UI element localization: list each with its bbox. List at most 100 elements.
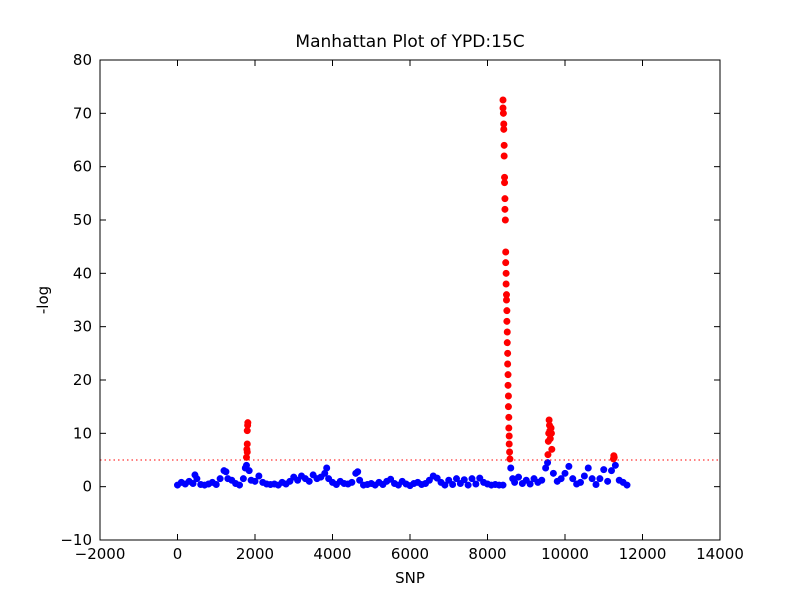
point [504,392,512,400]
y-tick-label: 50 [73,211,92,229]
point [596,475,604,483]
point [577,478,584,486]
point [504,360,512,368]
point [547,429,555,437]
x-tick-label: 10000 [541,545,589,563]
point [243,448,251,456]
point [506,448,514,456]
point [476,474,484,482]
point [356,476,364,484]
point [503,317,511,325]
point [499,109,507,117]
point [499,96,507,104]
point [526,480,534,488]
x-tick-label: 6000 [391,545,429,563]
point [502,248,510,256]
point [242,461,250,469]
y-tick-label: 20 [73,371,92,389]
point [584,464,592,472]
y-tick-label: 80 [73,51,92,69]
point [499,481,507,489]
point [544,451,552,459]
point [193,475,201,483]
point [502,259,510,267]
point [453,475,460,483]
x-tick-label: 4000 [313,545,351,563]
x-tick-label: 14000 [696,545,744,563]
point [387,475,395,483]
x-axis-label: SNP [395,569,425,587]
point [592,481,600,489]
y-tick-label: 0 [82,478,92,496]
point [449,481,457,489]
y-tick-label: 40 [73,264,92,282]
point [504,371,512,379]
point [500,125,508,133]
point [445,476,453,484]
point [506,455,514,463]
point [610,453,618,461]
point [565,462,573,470]
point [503,339,511,347]
point [549,469,557,477]
point [305,477,313,485]
point [286,477,294,485]
x-tick-label: −2000 [75,545,126,563]
point [464,481,472,489]
point [501,216,509,224]
point [501,205,509,213]
y-tick-label: 10 [73,424,92,442]
point [501,195,509,203]
point [255,472,263,480]
point [503,307,511,315]
point [504,403,512,411]
point [323,464,331,472]
point [243,440,251,448]
plot-frame [99,59,721,541]
point [441,481,449,489]
x-tick-label: 0 [173,545,183,563]
point [515,473,522,481]
point [239,475,247,483]
point [294,476,302,484]
point [504,349,512,357]
x-tick-label: 8000 [468,545,506,563]
point [460,476,468,484]
point [354,468,362,476]
point [244,419,252,427]
point [236,481,243,489]
y-tick-label: 60 [73,158,92,176]
point [557,475,565,483]
point [511,478,519,486]
point [561,469,569,477]
point [611,461,619,469]
x-tick-label: 2000 [236,545,274,563]
point [600,466,608,474]
point [505,432,513,440]
point [608,467,615,475]
point [245,467,253,475]
point [189,479,197,487]
point [501,179,509,187]
point [500,141,508,149]
point [472,480,480,488]
point [502,296,510,304]
point [507,464,515,472]
point [504,381,512,389]
point [548,445,556,453]
point [569,475,577,483]
point [503,328,511,336]
point [580,472,588,480]
point [505,413,513,421]
y-tick-label: 30 [73,318,92,336]
point [502,269,510,277]
point [222,468,230,476]
point [348,478,356,486]
point [212,481,220,489]
point [544,459,552,467]
point [500,152,508,160]
point [604,477,612,485]
point [502,280,510,288]
